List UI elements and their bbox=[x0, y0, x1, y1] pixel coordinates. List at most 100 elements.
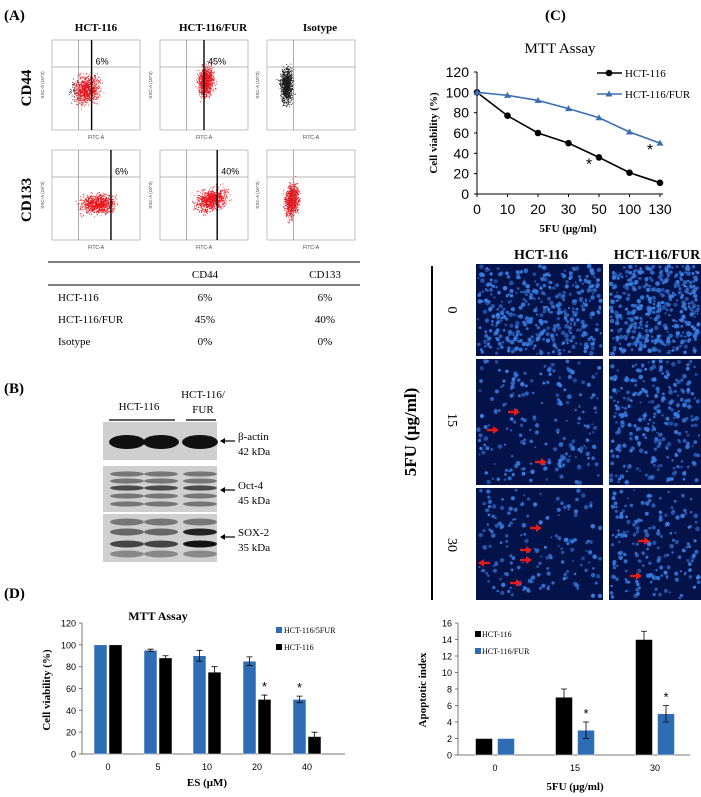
event-dot bbox=[80, 76, 82, 78]
event-dot bbox=[203, 200, 205, 202]
event-dot bbox=[210, 71, 212, 73]
event-dot bbox=[210, 78, 211, 80]
event-dot bbox=[97, 82, 99, 83]
event-dot bbox=[93, 89, 95, 91]
event-dot bbox=[283, 73, 284, 75]
event-dot bbox=[290, 85, 292, 87]
event-dot bbox=[213, 205, 215, 207]
event-dot bbox=[105, 198, 107, 199]
event-dot bbox=[285, 101, 287, 103]
event-dot bbox=[204, 89, 206, 91]
event-dot bbox=[201, 201, 202, 203]
event-dot bbox=[226, 191, 228, 193]
event-dot bbox=[93, 81, 95, 83]
event-dot bbox=[287, 75, 289, 77]
event-dot bbox=[79, 89, 81, 91]
event-dot bbox=[212, 209, 214, 210]
event-dot bbox=[284, 84, 286, 85]
event-dot bbox=[210, 187, 212, 189]
event-dot bbox=[90, 204, 92, 206]
event-dot bbox=[98, 210, 99, 212]
event-dot bbox=[113, 203, 115, 205]
event-dot bbox=[93, 92, 95, 93]
event-dot bbox=[199, 81, 201, 82]
event-dot bbox=[200, 86, 202, 88]
event-dot bbox=[102, 82, 103, 84]
event-dot bbox=[109, 207, 110, 209]
event-dot bbox=[109, 199, 111, 201]
event-dot bbox=[77, 96, 78, 98]
event-dot bbox=[87, 212, 88, 214]
event-dot bbox=[207, 73, 209, 75]
event-dot bbox=[280, 91, 282, 93]
event-dot bbox=[204, 196, 206, 198]
event-dot bbox=[89, 80, 91, 81]
event-dot bbox=[290, 101, 292, 103]
event-dot bbox=[104, 201, 106, 202]
event-dot bbox=[89, 95, 91, 97]
event-dot bbox=[283, 81, 285, 83]
event-dot bbox=[84, 87, 85, 89]
event-dot bbox=[74, 82, 76, 84]
event-dot bbox=[285, 213, 287, 215]
event-dot bbox=[97, 207, 99, 208]
event-dot bbox=[93, 97, 95, 99]
gate-percentage: 40% bbox=[221, 166, 239, 176]
event-dot bbox=[281, 85, 283, 87]
event-dot bbox=[199, 78, 201, 80]
event-dot bbox=[211, 61, 213, 63]
event-dot bbox=[228, 189, 229, 191]
event-dot bbox=[112, 198, 114, 200]
event-dot bbox=[103, 205, 105, 207]
event-dot bbox=[91, 198, 93, 200]
panel-label-c: (C) bbox=[545, 8, 566, 24]
event-dot bbox=[78, 84, 80, 86]
event-dot bbox=[85, 198, 87, 200]
event-dot bbox=[206, 81, 208, 83]
event-dot bbox=[106, 202, 108, 204]
event-dot bbox=[96, 193, 98, 195]
event-dot bbox=[209, 70, 211, 71]
event-dot bbox=[94, 87, 95, 89]
event-dot bbox=[89, 100, 90, 101]
event-dot bbox=[227, 191, 229, 193]
event-dot bbox=[97, 205, 99, 207]
event-dot bbox=[217, 186, 219, 188]
event-dot bbox=[96, 201, 98, 203]
event-dot bbox=[103, 206, 104, 208]
event-dot bbox=[74, 93, 76, 94]
event-dot bbox=[198, 197, 200, 198]
event-dot bbox=[204, 197, 206, 199]
event-dot bbox=[287, 80, 288, 82]
event-dot bbox=[292, 84, 294, 86]
event-dot bbox=[199, 92, 201, 94]
event-dot bbox=[204, 82, 206, 84]
event-dot bbox=[93, 82, 95, 83]
event-dot bbox=[98, 200, 99, 202]
event-dot bbox=[200, 84, 202, 86]
event-dot bbox=[208, 192, 209, 194]
event-dot bbox=[107, 203, 109, 205]
event-dot bbox=[103, 211, 105, 213]
event-dot bbox=[83, 206, 85, 207]
event-dot bbox=[81, 89, 83, 91]
event-dot bbox=[105, 202, 107, 204]
event-dot bbox=[93, 207, 95, 209]
event-dot bbox=[85, 104, 86, 106]
event-dot bbox=[287, 80, 289, 81]
event-dot bbox=[202, 79, 204, 81]
event-dot bbox=[201, 198, 203, 200]
event-dot bbox=[212, 207, 214, 209]
event-dot bbox=[85, 204, 87, 206]
event-dot bbox=[97, 195, 99, 197]
event-dot bbox=[212, 194, 214, 196]
event-dot bbox=[92, 77, 94, 79]
event-dot bbox=[283, 74, 285, 76]
event-dot bbox=[283, 78, 284, 80]
event-dot bbox=[208, 68, 210, 70]
event-dot bbox=[105, 201, 106, 203]
event-dot bbox=[198, 73, 200, 75]
event-dot bbox=[208, 96, 210, 98]
event-dot bbox=[285, 71, 287, 73]
plot-frame bbox=[266, 39, 356, 131]
